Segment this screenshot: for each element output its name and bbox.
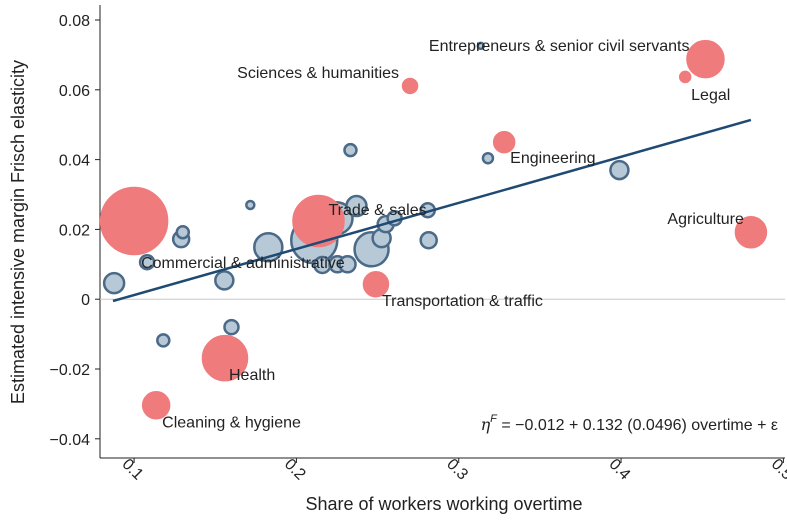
- y-tick-label: −0.02: [50, 362, 91, 379]
- point-label: Agriculture: [667, 211, 744, 228]
- bubble: [481, 151, 495, 165]
- bubble: [175, 224, 191, 240]
- x-tick-label: 0.1: [119, 456, 147, 484]
- bubble: [734, 215, 768, 249]
- bubble: [609, 159, 630, 181]
- bubble: [678, 70, 692, 84]
- equation-text: = −0.012 + 0.132 (0.0496) overtime + ε: [497, 417, 778, 434]
- bubble: [362, 270, 390, 298]
- equation-superscript: F: [490, 413, 498, 425]
- x-tick-label: 0.2: [281, 456, 309, 484]
- x-axis-title: Share of workers working overtime: [305, 494, 582, 514]
- point-label: Sciences & humanities: [237, 65, 399, 82]
- point-label: Commercial & administrative: [141, 255, 345, 272]
- bubble: [214, 270, 235, 291]
- bubble: [292, 194, 345, 248]
- point-label: Legal: [691, 87, 730, 104]
- point-label: Engineering: [510, 150, 595, 167]
- bubble: [401, 77, 419, 95]
- x-tick-label: 0.3: [443, 456, 471, 484]
- bubble: [102, 271, 126, 295]
- bubble: [686, 39, 725, 79]
- y-tick-label: −0.04: [50, 432, 91, 449]
- x-tick-label: 0.4: [606, 456, 634, 484]
- point-label: Entrepreneurs & senior civil servants: [429, 38, 690, 55]
- bubble: [245, 199, 256, 211]
- bubble: [141, 391, 171, 420]
- equation-symbol: η: [481, 415, 491, 434]
- bubble: [223, 318, 240, 336]
- bubble: [99, 186, 169, 256]
- point-label: Health: [229, 367, 275, 384]
- point-label: Transportation & traffic: [382, 293, 543, 310]
- bubble: [338, 255, 357, 274]
- bubble: [492, 130, 516, 154]
- point-label: Cleaning & hygiene: [162, 414, 301, 431]
- y-axis-title: Estimated intensive margin Frisch elasti…: [8, 60, 28, 404]
- bubble: [419, 230, 438, 250]
- bubble: [343, 142, 358, 158]
- bubble: [201, 334, 249, 382]
- bubble: [476, 41, 486, 51]
- y-tick-label: 0.06: [59, 83, 90, 100]
- point-label: Trade & sales: [328, 202, 426, 219]
- bubble: [138, 253, 156, 271]
- y-tick-label: 0.02: [59, 222, 90, 239]
- bubble: [156, 333, 171, 348]
- equation: ηF = −0.012 + 0.132 (0.0496) overtime + …: [481, 413, 778, 434]
- x-tick-label: 0.5: [768, 456, 787, 484]
- y-tick-label: 0.04: [59, 153, 90, 170]
- fit-line: [112, 118, 752, 303]
- y-tick-label: 0: [81, 292, 90, 309]
- y-tick-label: 0.08: [59, 13, 90, 30]
- bubble: [345, 194, 368, 218]
